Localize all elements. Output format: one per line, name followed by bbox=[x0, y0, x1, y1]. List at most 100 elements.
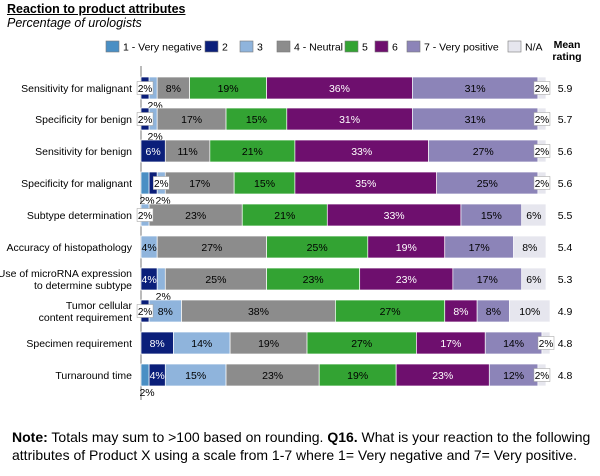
legend-label: 5 bbox=[362, 42, 368, 54]
mean-header: Mean bbox=[554, 39, 581, 51]
data-label: 6% bbox=[526, 274, 541, 286]
data-label: 10% bbox=[519, 306, 540, 318]
data-label: 25% bbox=[477, 178, 498, 190]
data-label: 4% bbox=[150, 370, 165, 382]
data-label: 8% bbox=[166, 83, 181, 95]
category-label: Specificity for malignant bbox=[21, 178, 132, 190]
data-label-box bbox=[533, 144, 551, 158]
legend-swatch bbox=[276, 40, 291, 53]
data-label: 8% bbox=[486, 306, 501, 318]
data-label: 17% bbox=[440, 338, 461, 350]
mean-rating: 5.9 bbox=[558, 83, 573, 95]
data-label: 8% bbox=[150, 338, 165, 350]
legend-label: 3 bbox=[257, 42, 263, 54]
data-label: 2% bbox=[535, 371, 550, 382]
mean-rating: 5.3 bbox=[558, 274, 573, 286]
mean-rating: 5.6 bbox=[558, 146, 573, 158]
data-label: 8% bbox=[453, 306, 468, 318]
data-label: 2% bbox=[535, 115, 550, 126]
data-label: 2% bbox=[138, 115, 153, 126]
category-label: Tumor cellular bbox=[66, 300, 133, 312]
legend-label: 1 - Very negative bbox=[123, 42, 202, 54]
category-label: to determine subtype bbox=[34, 280, 132, 292]
data-label: 4% bbox=[142, 242, 157, 254]
data-label: 19% bbox=[218, 83, 239, 95]
data-label: 27% bbox=[473, 146, 494, 158]
data-label: 15% bbox=[254, 178, 275, 190]
data-label: 2% bbox=[535, 179, 550, 190]
data-label: 6% bbox=[146, 146, 161, 158]
mean-rating: 4.9 bbox=[558, 306, 573, 318]
data-label: 23% bbox=[303, 274, 324, 286]
data-label: 4% bbox=[142, 274, 157, 286]
data-label: 2% bbox=[535, 147, 550, 158]
data-label: 19% bbox=[396, 242, 417, 254]
mean-rating: 5.6 bbox=[558, 178, 573, 190]
legend-swatch bbox=[239, 40, 254, 53]
legend-label: 6 bbox=[392, 42, 398, 54]
mean-rating: 4.8 bbox=[558, 370, 573, 382]
mean-rating: 5.5 bbox=[558, 210, 573, 222]
data-label: 31% bbox=[465, 114, 486, 126]
data-label: 21% bbox=[274, 210, 295, 222]
data-label: 2% bbox=[138, 84, 153, 95]
category-label: Use of microRNA expression bbox=[0, 268, 132, 280]
data-label: 33% bbox=[384, 210, 405, 222]
data-label-box bbox=[136, 208, 154, 222]
bar-segment bbox=[513, 235, 547, 259]
data-label: 14% bbox=[191, 338, 212, 350]
data-label-box bbox=[537, 336, 555, 350]
data-label-box bbox=[136, 81, 154, 95]
legend-label: 7 - Very positive bbox=[424, 42, 499, 54]
data-label: 2% bbox=[535, 84, 550, 95]
data-label: 25% bbox=[205, 274, 226, 286]
data-label: 35% bbox=[355, 178, 376, 190]
data-label-box bbox=[533, 112, 551, 126]
category-label: Sensitivity for benign bbox=[35, 146, 132, 158]
category-label: Specificity for benign bbox=[35, 114, 132, 126]
data-label-box bbox=[533, 176, 551, 190]
data-label: 14% bbox=[503, 338, 524, 350]
legend-swatch bbox=[507, 40, 522, 53]
bar-segment bbox=[140, 363, 150, 387]
data-label: 15% bbox=[185, 370, 206, 382]
data-label: 27% bbox=[201, 242, 222, 254]
chart-title: Reaction to product attributes bbox=[7, 2, 186, 16]
data-label: 17% bbox=[181, 114, 202, 126]
bar-segment bbox=[156, 267, 166, 291]
data-label: 2% bbox=[154, 179, 169, 190]
bar-segment bbox=[521, 267, 547, 291]
data-label: 21% bbox=[242, 146, 263, 158]
legend-swatch bbox=[344, 40, 359, 53]
data-label: 15% bbox=[246, 114, 267, 126]
mean-rating: 5.4 bbox=[558, 242, 573, 254]
data-label: 33% bbox=[351, 146, 372, 158]
data-label: 23% bbox=[185, 210, 206, 222]
data-label-box bbox=[153, 176, 170, 190]
category-label: content requirement bbox=[39, 312, 132, 324]
data-label-below: 2% bbox=[139, 387, 154, 399]
data-label: 31% bbox=[465, 83, 486, 95]
data-label: 6% bbox=[526, 210, 541, 222]
data-label: 23% bbox=[262, 370, 283, 382]
note-text-1: Totals may sum to >100 based on rounding… bbox=[47, 429, 328, 445]
category-label: Sensitivity for malignant bbox=[21, 83, 132, 95]
data-label: 27% bbox=[380, 306, 401, 318]
data-label: 8% bbox=[522, 242, 537, 254]
data-label: 15% bbox=[481, 210, 502, 222]
data-label: 12% bbox=[503, 370, 524, 382]
legend-label: N/A bbox=[525, 42, 543, 54]
data-label: 25% bbox=[307, 242, 328, 254]
data-label: 38% bbox=[248, 306, 269, 318]
category-label: Turnaround time bbox=[55, 370, 132, 382]
data-label: 11% bbox=[177, 146, 197, 158]
legend-swatch bbox=[374, 40, 389, 53]
data-label: 36% bbox=[329, 83, 350, 95]
data-label-box bbox=[136, 112, 154, 126]
legend-swatch bbox=[204, 40, 219, 53]
footnote: Note: Totals may sum to >100 based on ro… bbox=[12, 428, 592, 464]
bar-segment bbox=[140, 171, 150, 195]
data-label: 2% bbox=[539, 339, 554, 350]
note-text-2: What is your reaction to the following a… bbox=[12, 429, 591, 463]
